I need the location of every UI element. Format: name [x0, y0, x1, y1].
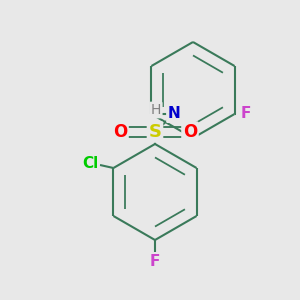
- Text: F: F: [150, 254, 160, 269]
- Text: F: F: [241, 106, 251, 122]
- Text: H: H: [151, 103, 161, 117]
- Text: Cl: Cl: [82, 155, 98, 170]
- Text: O: O: [113, 123, 127, 141]
- Text: N: N: [168, 106, 180, 122]
- Text: S: S: [148, 123, 161, 141]
- Text: O: O: [183, 123, 197, 141]
